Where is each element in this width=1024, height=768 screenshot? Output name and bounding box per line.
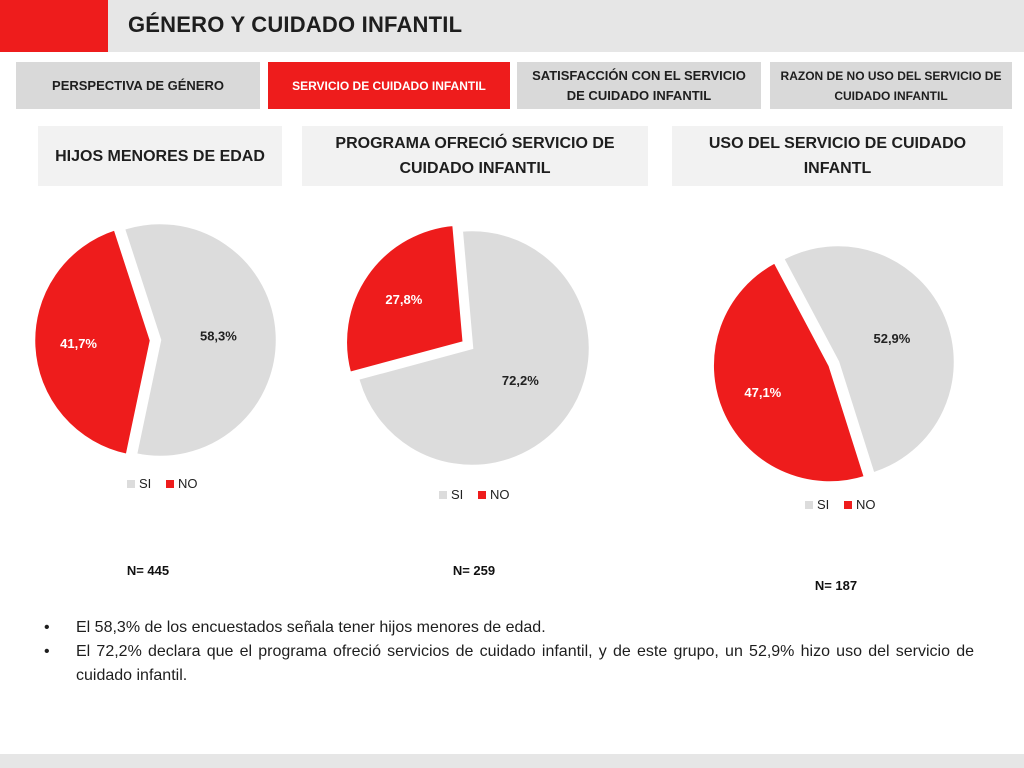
pie-2-label-si: 72,2% xyxy=(502,373,539,388)
brand-accent-block xyxy=(0,0,108,52)
pie-1-slice-no xyxy=(32,227,153,457)
tab-razon-no-uso[interactable]: RAZON DE NO USO DEL SERVICIO DE CUIDADO … xyxy=(770,62,1012,109)
pie-1-legend-swatch-no xyxy=(166,480,174,488)
pie-1-legend-swatch-si xyxy=(127,480,135,488)
pie-3-legend-label-no: NO xyxy=(856,497,876,512)
pie-2-legend-swatch-si xyxy=(439,491,447,499)
pie-1-label-si: 58,3% xyxy=(200,328,237,343)
bullet-text: El 58,3% de los encuestados señala tener… xyxy=(76,619,546,636)
bullet-dot: • xyxy=(44,619,50,636)
summary-bullets: • El 58,3% de los encuestados señala tene… xyxy=(44,616,974,688)
pie-2-legend-swatch-no xyxy=(478,491,486,499)
section-title-hijos: HIJOS MENORES DE EDAD xyxy=(38,126,282,186)
bullet-dot: • xyxy=(44,643,50,660)
bottom-bar xyxy=(0,754,1024,768)
bullet-item: • El 58,3% de los encuestados señala tene… xyxy=(44,616,974,640)
pie-3-legend-swatch-si xyxy=(805,501,813,509)
pie-2-legend-label-no: NO xyxy=(490,487,510,502)
pie-3-slice-si xyxy=(781,243,957,476)
pie-1-legend-label-no: NO xyxy=(178,476,198,491)
pie-3-label-si: 52,9% xyxy=(873,331,910,346)
pie-3-sample-size: N= 187 xyxy=(815,578,857,593)
pie-1-sample-size: N= 445 xyxy=(127,563,169,578)
pie-1-legend-label-si: SI xyxy=(139,476,151,491)
tab-servicio-cuidado-infantil[interactable]: SERVICIO DE CUIDADO INFANTIL xyxy=(268,62,510,109)
pie-1-slice-si xyxy=(122,221,279,459)
pie-3-slice-no xyxy=(711,260,867,484)
pie-2-legend-label-si: SI xyxy=(451,487,463,502)
pie-3-legend-swatch-no xyxy=(844,501,852,509)
pie-1-label-no: 41,7% xyxy=(60,336,97,351)
top-bar xyxy=(0,0,1024,52)
tab-satisfaccion-servicio[interactable]: SATISFACCIÓN CON EL SERVICIO DE CUIDADO … xyxy=(517,62,761,109)
pie-2-sample-size: N= 259 xyxy=(453,563,495,578)
bullet-text: El 72,2% declara que el programa ofreció… xyxy=(76,643,974,684)
section-title-programa: PROGRAMA OFRECIÓ SERVICIO DE CUIDADO INF… xyxy=(302,126,648,186)
page-title: GÉNERO Y CUIDADO INFANTIL xyxy=(128,12,463,37)
pie-2-label-no: 27,8% xyxy=(385,292,422,307)
pie-3-legend-label-si: SI xyxy=(817,497,829,512)
section-title-uso: USO DEL SERVICIO DE CUIDADO INFANTL xyxy=(672,126,1003,186)
pie-2-slice-no xyxy=(344,223,466,375)
pie-2-slice-si xyxy=(356,228,592,468)
pie-3-label-no: 47,1% xyxy=(744,385,781,400)
bullet-item: • El 72,2% declara que el programa ofreci… xyxy=(44,640,974,688)
tab-perspectiva-genero[interactable]: PERSPECTIVA DE GÉNERO xyxy=(16,62,260,109)
